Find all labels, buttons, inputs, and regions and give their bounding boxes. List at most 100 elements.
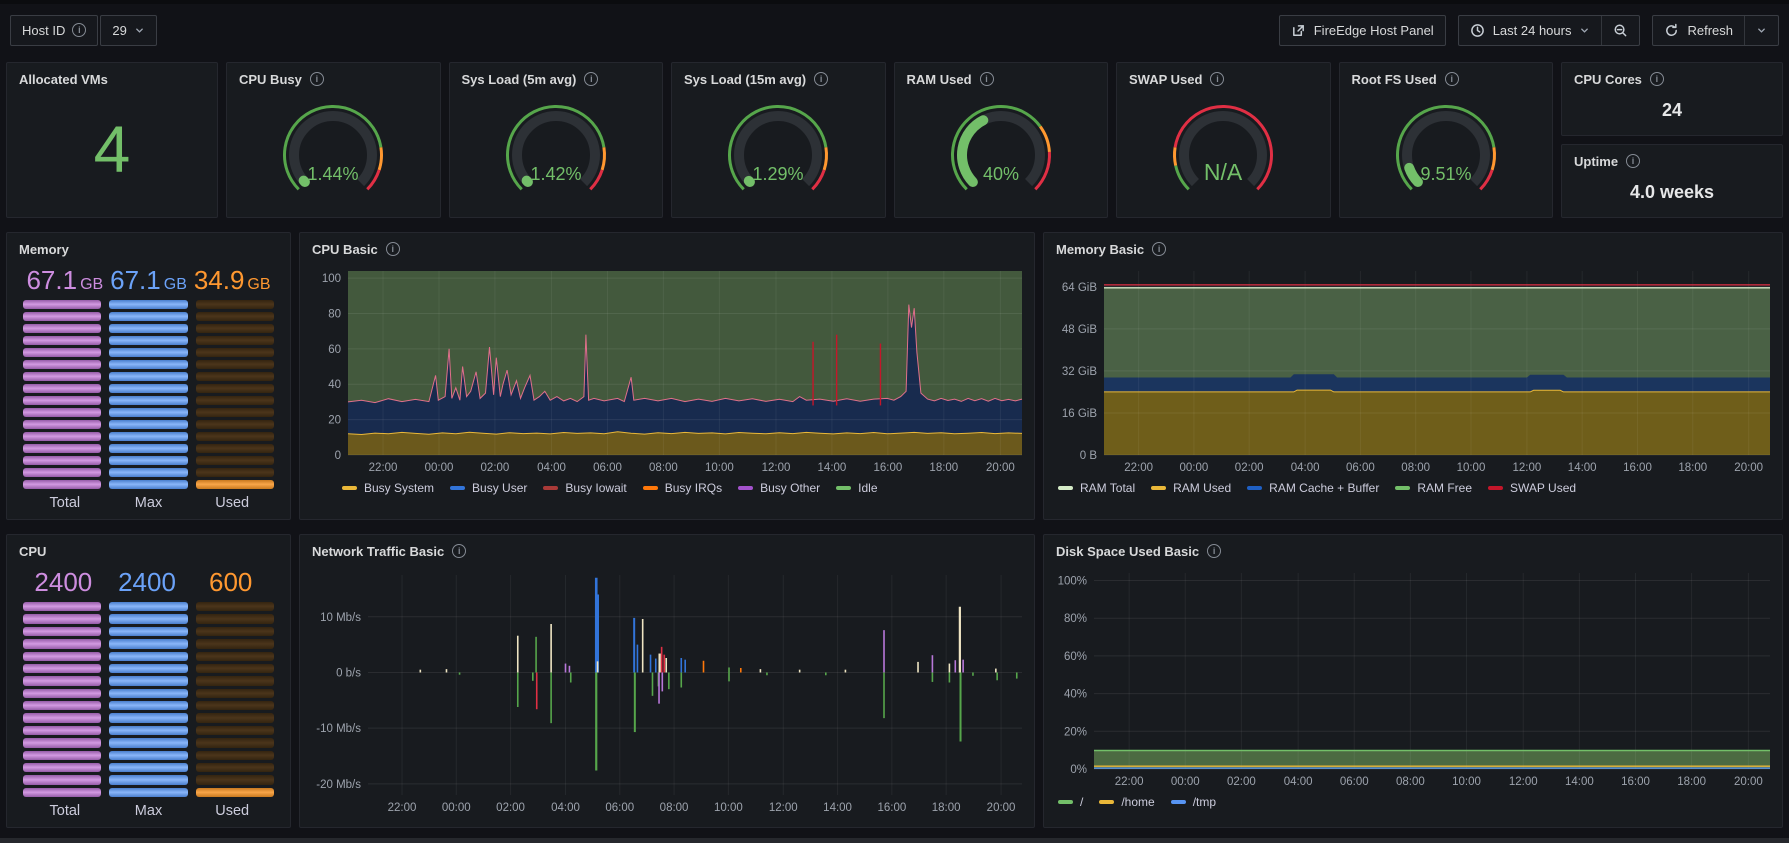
legend-item[interactable]: Busy System xyxy=(342,481,434,495)
legend-item[interactable]: /home xyxy=(1099,795,1155,809)
bar-segment xyxy=(109,300,188,309)
time-range-group: Last 24 hours xyxy=(1457,14,1641,46)
host-id-select[interactable]: 29 xyxy=(100,14,157,46)
bar-segment xyxy=(23,725,102,736)
bar-segment xyxy=(109,468,188,477)
bar-segment xyxy=(23,300,102,309)
chevron-down-icon xyxy=(135,28,143,33)
cpu-basic-chart[interactable]: 0 20 40 60 80 100 22:00 00:00 02:00 04:00 06:00 08:… xyxy=(308,265,1028,477)
info-icon[interactable]: i xyxy=(1444,72,1459,86)
info-icon[interactable]: i xyxy=(1152,242,1167,256)
svg-text:40: 40 xyxy=(328,379,341,391)
bar-segment xyxy=(109,762,188,773)
panel-disk-space-used-basic: Disk Space Used Basic i 0% 20% 40% 60% 80% 10… xyxy=(1043,534,1783,828)
svg-text:22:00: 22:00 xyxy=(1124,462,1153,474)
svg-text:10:00: 10:00 xyxy=(705,462,734,474)
svg-text:40%: 40% xyxy=(983,164,1019,184)
svg-text:0 b/s: 0 b/s xyxy=(336,667,361,679)
disk-space-chart[interactable]: 0% 20% 40% 60% 80% 100% 22:00 00:00 02:00 04:00 06… xyxy=(1052,567,1776,791)
info-icon[interactable]: i xyxy=(1207,544,1222,558)
network-traffic-chart[interactable]: 10 Mb/s 0 b/s -10 Mb/s -20 Mb/s 22:00 00:00 02… xyxy=(308,567,1028,819)
chevron-down-icon xyxy=(1758,28,1765,33)
bar-segment xyxy=(109,614,188,624)
svg-text:-10 Mb/s: -10 Mb/s xyxy=(316,723,361,735)
cpu-total-value: 2400 xyxy=(34,567,93,597)
svg-text:00:00: 00:00 xyxy=(425,462,454,474)
uptime-value: 4.0 weeks xyxy=(1629,181,1715,202)
svg-text:10:00: 10:00 xyxy=(1452,776,1481,788)
legend-item[interactable]: /tmp xyxy=(1170,795,1216,809)
panel-title: CPU Cores xyxy=(1574,71,1642,87)
dashboard-toolbar: Host ID i 29 FireEdge Host Panel Last 24… xyxy=(0,4,1789,56)
legend-swatch xyxy=(738,486,754,490)
info-icon[interactable]: i xyxy=(584,72,599,86)
legend-item[interactable]: RAM Free xyxy=(1395,481,1472,495)
svg-text:48 GiB: 48 GiB xyxy=(1062,324,1097,336)
legend-swatch xyxy=(1058,800,1073,804)
zoom-out-button[interactable] xyxy=(1601,15,1639,45)
bar-segment xyxy=(109,602,188,612)
legend-swatch xyxy=(642,486,658,490)
svg-text:12:00: 12:00 xyxy=(762,462,791,474)
bar-segment xyxy=(23,676,102,686)
bar-segment xyxy=(109,738,188,748)
legend-item[interactable]: RAM Total xyxy=(1058,481,1135,495)
legend-swatch xyxy=(1395,486,1411,490)
svg-text:60%: 60% xyxy=(1064,651,1087,663)
svg-text:10 Mb/s: 10 Mb/s xyxy=(320,612,361,624)
svg-text:08:00: 08:00 xyxy=(649,462,678,474)
svg-text:14:00: 14:00 xyxy=(818,462,847,474)
bar-segment xyxy=(109,787,188,797)
refresh-button[interactable]: Refresh xyxy=(1653,16,1744,45)
time-range-picker[interactable]: Last 24 hours xyxy=(1459,16,1602,45)
panel-title: Network Traffic Basic xyxy=(312,543,445,559)
fireedge-host-panel-button[interactable]: FireEdge Host Panel xyxy=(1280,16,1445,45)
bar-segment xyxy=(23,651,102,661)
svg-text:06:00: 06:00 xyxy=(1346,462,1375,474)
legend-item[interactable]: / xyxy=(1058,795,1083,809)
svg-text:1.29%: 1.29% xyxy=(753,164,804,184)
panel-title: Sys Load (5m avg) xyxy=(461,71,577,87)
bottom-scrollbar[interactable] xyxy=(0,838,1789,843)
bar-segment xyxy=(109,701,188,711)
bar-segment xyxy=(23,384,102,393)
info-icon[interactable]: i xyxy=(979,72,994,86)
panel-memory-bars: Memory 67.1 GB 67.1 GB 34.9 GB Total Max Us… xyxy=(6,232,291,520)
host-id-label-text: Host ID xyxy=(22,22,66,38)
legend-swatch xyxy=(450,486,466,490)
info-icon[interactable]: i xyxy=(1649,72,1664,86)
legend-item[interactable]: Busy IRQs xyxy=(642,481,722,495)
legend-item[interactable]: Busy User xyxy=(450,481,527,495)
legend-item[interactable]: Busy Iowait xyxy=(543,481,627,495)
bar-segment xyxy=(23,775,102,785)
panel-title: Memory Basic xyxy=(1056,241,1145,257)
info-icon[interactable]: i xyxy=(309,72,324,86)
info-icon[interactable]: i xyxy=(814,72,829,86)
legend-swatch xyxy=(1058,486,1073,490)
svg-text:80: 80 xyxy=(328,308,341,320)
info-icon[interactable]: i xyxy=(1626,154,1641,168)
info-icon[interactable]: i xyxy=(385,242,400,256)
svg-text:20:00: 20:00 xyxy=(987,802,1016,814)
bar-segment xyxy=(109,336,188,345)
svg-text:N/A: N/A xyxy=(1204,159,1243,185)
info-icon[interactable]: i xyxy=(72,23,87,37)
legend-item[interactable]: Idle xyxy=(836,481,878,495)
bar-segment xyxy=(23,468,102,477)
legend-item[interactable]: SWAP Used xyxy=(1488,481,1576,495)
legend-swatch xyxy=(1247,486,1263,490)
svg-text:00:00: 00:00 xyxy=(1180,462,1209,474)
refresh-interval-dropdown[interactable] xyxy=(1744,15,1778,45)
bar-segment xyxy=(195,701,274,711)
svg-text:16:00: 16:00 xyxy=(1623,462,1652,474)
info-icon[interactable]: i xyxy=(452,544,467,558)
svg-text:08:00: 08:00 xyxy=(660,802,689,814)
info-icon[interactable]: i xyxy=(1210,72,1225,86)
memory-basic-chart[interactable]: 0 B 16 GiB 32 GiB 48 GiB 64 GiB 22:00 00:00 02:… xyxy=(1052,265,1776,477)
panel-title: CPU Busy xyxy=(239,71,302,87)
legend-item[interactable]: Busy Other xyxy=(738,481,820,495)
legend-item[interactable]: RAM Cache + Buffer xyxy=(1247,481,1379,495)
legend-item[interactable]: RAM Used xyxy=(1151,481,1231,495)
bar-segment xyxy=(195,420,274,429)
panel-title: Allocated VMs xyxy=(19,71,108,87)
